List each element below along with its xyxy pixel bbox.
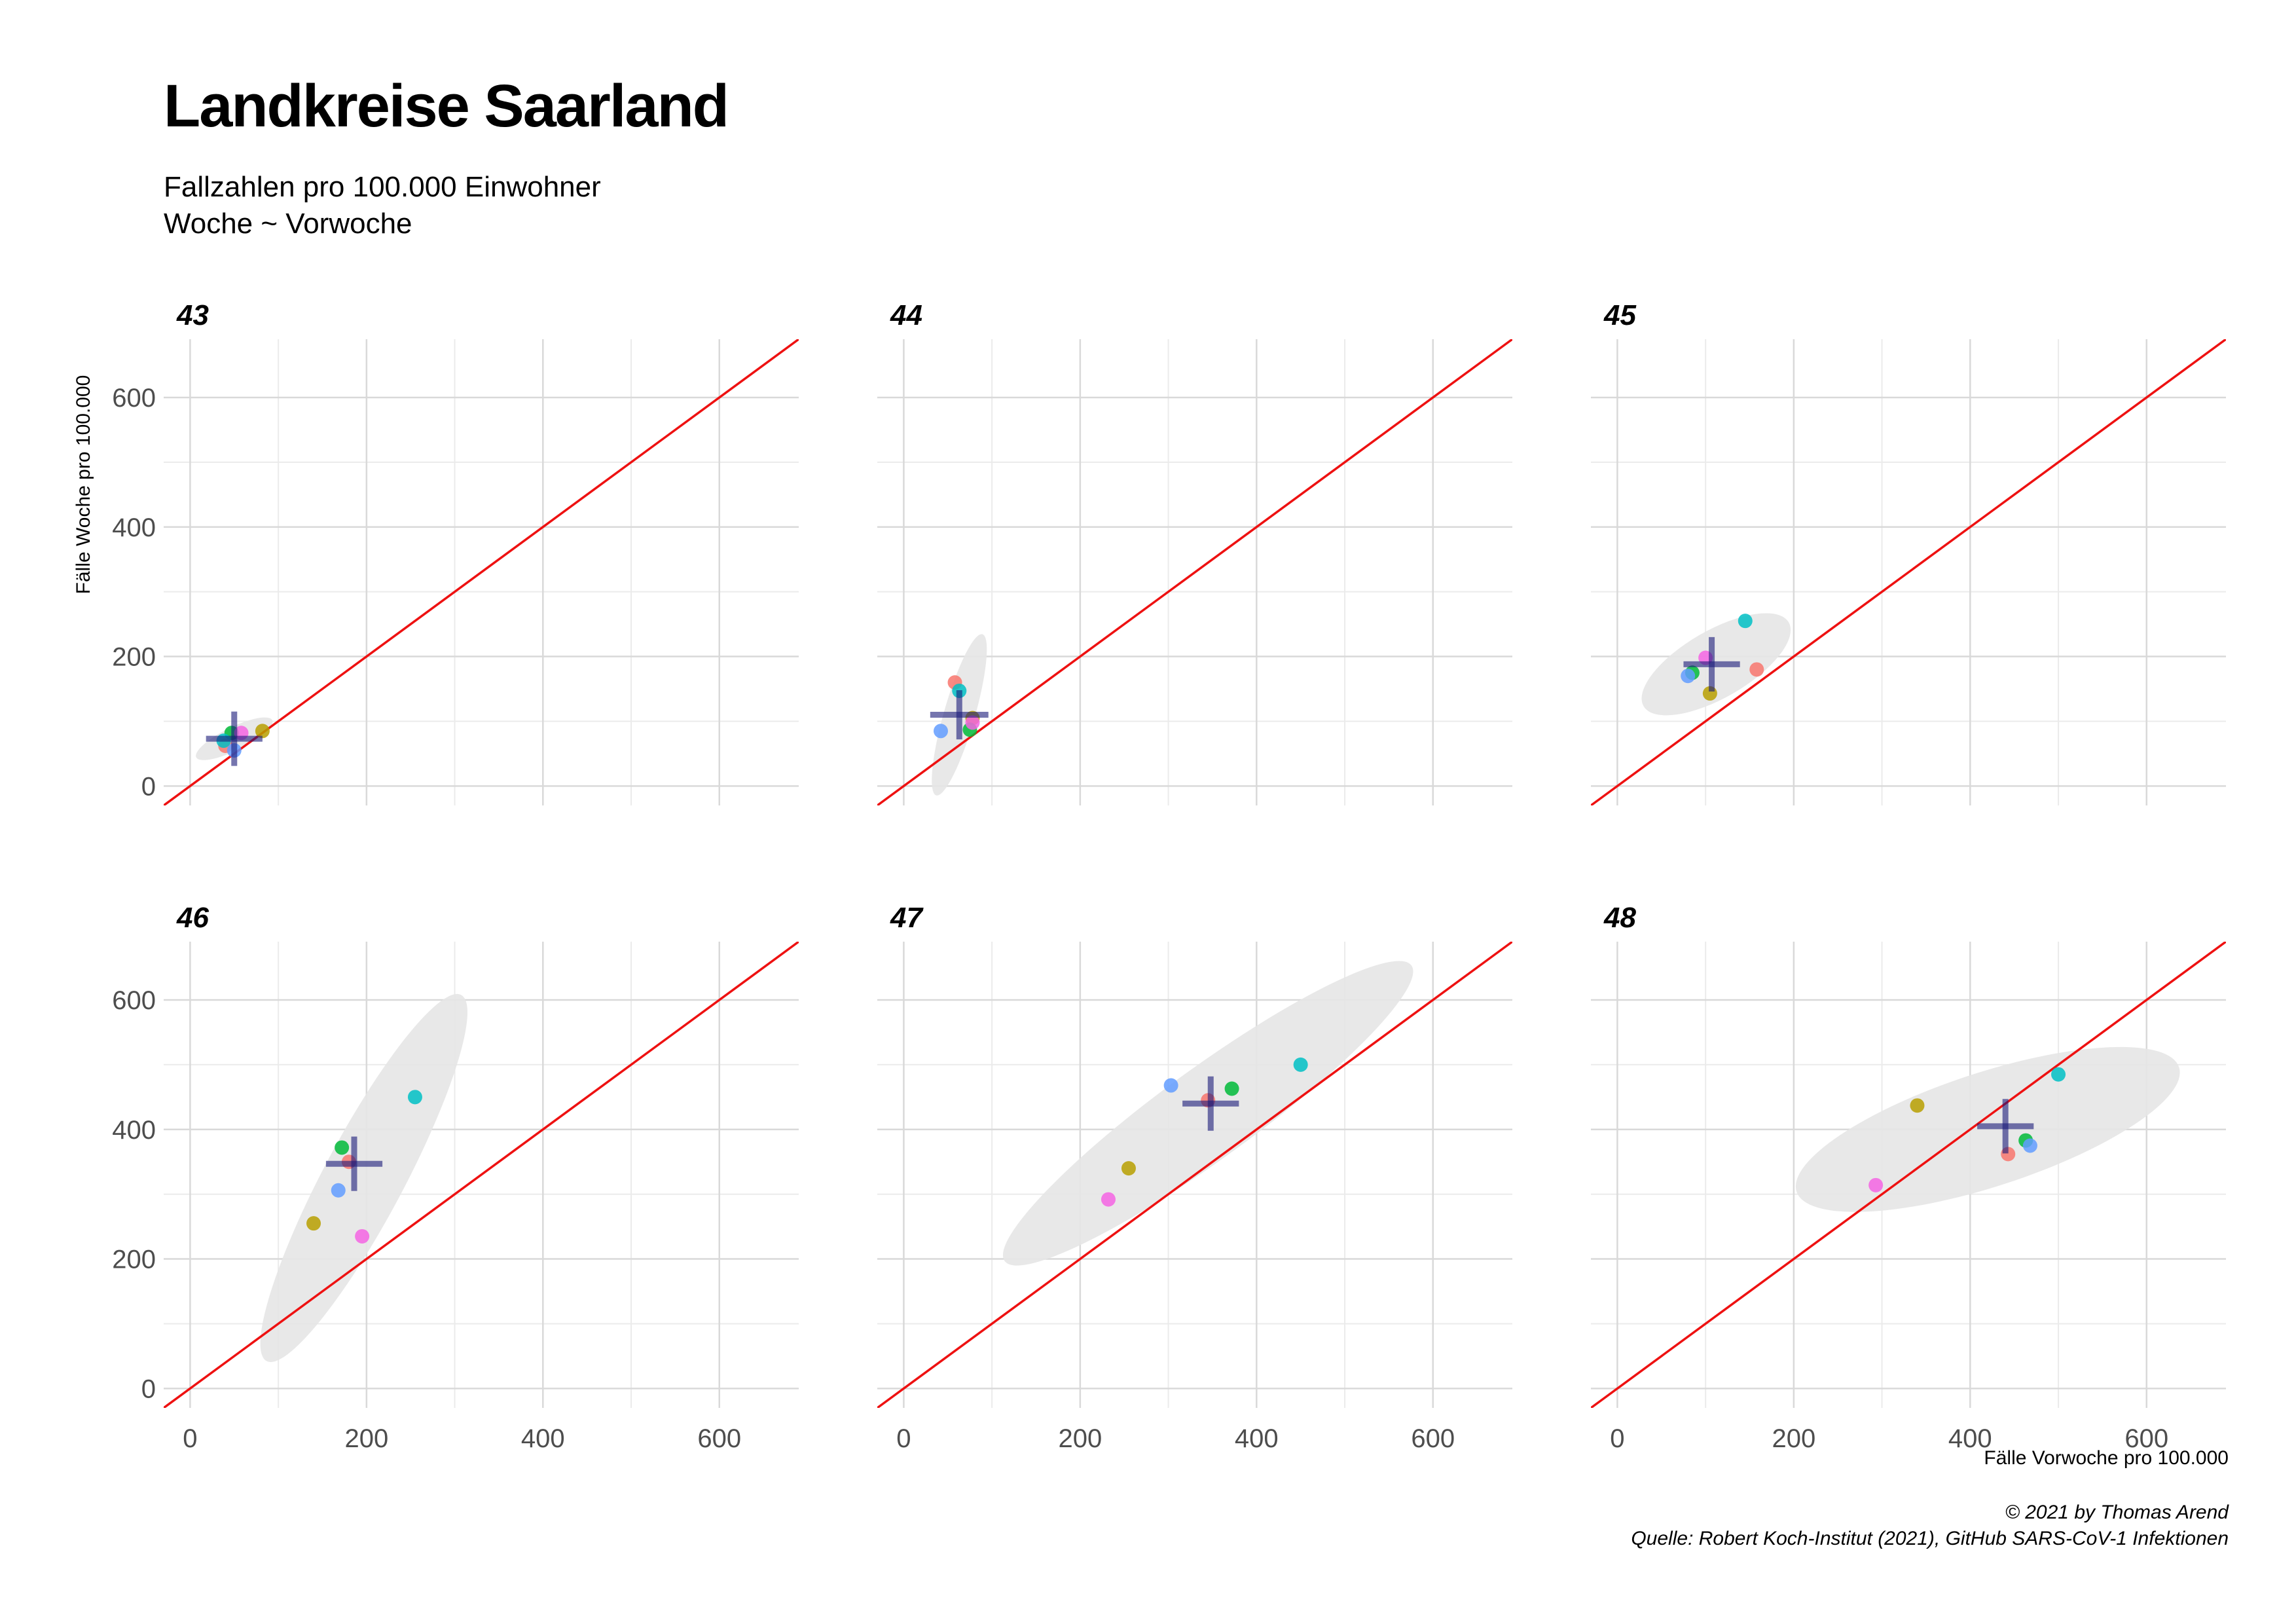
x-tick-label: 400 — [1235, 1424, 1279, 1453]
x-tick-label: 600 — [697, 1424, 741, 1453]
reference-line — [1591, 942, 2226, 1408]
data-point-blue — [934, 724, 948, 739]
confidence-ellipse — [1795, 1046, 2180, 1212]
x-tick-label: 200 — [344, 1424, 388, 1453]
y-tick-label: 400 — [112, 513, 156, 542]
x-tick-label: 400 — [521, 1424, 565, 1453]
y-tick-label: 0 — [141, 1375, 156, 1403]
reference-line — [164, 339, 799, 805]
panel-title: 48 — [1603, 902, 1636, 934]
data-point-olive — [306, 1216, 321, 1231]
panel-title: 45 — [1603, 299, 1636, 331]
data-point-magenta — [1868, 1177, 1884, 1192]
data-point-blue — [2022, 1138, 2037, 1153]
x-tick-label: 600 — [1411, 1424, 1455, 1453]
data-point-magenta — [1101, 1192, 1116, 1207]
data-point-green — [335, 1140, 350, 1155]
y-tick-label: 200 — [112, 1246, 156, 1274]
x-axis-label: Fälle Vorwoche pro 100.000 — [1984, 1447, 2229, 1469]
x-tick-label: 200 — [1772, 1424, 1815, 1453]
panel-week-47: 47 0 200 400 600 — [877, 902, 1512, 1453]
panel-content — [164, 339, 799, 805]
reference-line — [877, 339, 1512, 805]
panel-week-45: 45 — [1591, 299, 2226, 805]
data-point-red — [1749, 662, 1764, 677]
caption-copyright: © 2021 by Thomas Arend — [2005, 1502, 2229, 1523]
data-point-teal — [1738, 614, 1753, 629]
x-tick-label: 0 — [1610, 1424, 1624, 1453]
data-point-olive — [255, 724, 270, 739]
reference-line — [164, 942, 799, 1408]
panel-content — [164, 942, 799, 1408]
panel-content — [1591, 339, 2226, 805]
y-tick-label: 200 — [112, 643, 156, 672]
data-point-teal — [1293, 1057, 1308, 1072]
confidence-ellipse — [260, 993, 468, 1362]
x-tick-label: 0 — [896, 1424, 911, 1453]
x-tick-label: 200 — [1058, 1424, 1102, 1453]
y-axis-label: Fälle Woche pro 100.000 — [73, 375, 94, 595]
x-tick-label: 400 — [1948, 1424, 1992, 1453]
panel-title: 47 — [890, 902, 924, 934]
data-point-olive — [1910, 1098, 1925, 1113]
panel-title: 44 — [890, 299, 922, 331]
x-tick-label: 600 — [2124, 1424, 2168, 1453]
y-tick-label: 600 — [112, 384, 156, 413]
subtitle-line-1: Fallzahlen pro 100.000 Einwohner — [164, 171, 601, 203]
panel-title: 46 — [176, 902, 209, 934]
data-point-magenta — [355, 1228, 370, 1244]
reference-line — [1591, 339, 2226, 805]
data-point-blue — [1163, 1078, 1178, 1093]
panel-content — [877, 339, 1512, 805]
data-point-teal — [407, 1090, 422, 1105]
reference-line — [877, 942, 1512, 1408]
data-point-magenta — [965, 715, 980, 730]
caption-source: Quelle: Robert Koch-Institut (2021), Git… — [1631, 1528, 2229, 1549]
subtitle-line-2: Woche ~ Vorwoche — [164, 208, 412, 240]
panel-week-44: 44 — [877, 299, 1512, 805]
caption: © 2021 by Thomas Arend Quelle: Robert Ko… — [1631, 1500, 2229, 1552]
panel-content — [877, 942, 1512, 1408]
y-tick-label: 0 — [141, 772, 156, 801]
panel-content — [1591, 942, 2226, 1408]
panel-week-43: 43 0 200 400 600 — [112, 299, 799, 805]
data-point-blue — [331, 1183, 346, 1198]
chart-title: Landkreise Saarland — [164, 73, 729, 139]
data-point-olive — [1121, 1161, 1136, 1176]
x-tick-label: 0 — [183, 1424, 197, 1453]
y-tick-label: 400 — [112, 1116, 156, 1145]
data-point-blue — [1681, 669, 1696, 684]
y-tick-label: 600 — [112, 986, 156, 1015]
panel-title: 43 — [176, 299, 209, 331]
data-point-green — [1224, 1081, 1239, 1096]
panel-week-48: 48 0 200 400 600 — [1591, 902, 2226, 1453]
data-point-teal — [2051, 1067, 2066, 1082]
chart-subtitle: Fallzahlen pro 100.000 Einwohner Woche ~… — [164, 169, 601, 242]
panel-week-46: 46 0 200 400 600 0 200 400 600 — [112, 902, 799, 1453]
